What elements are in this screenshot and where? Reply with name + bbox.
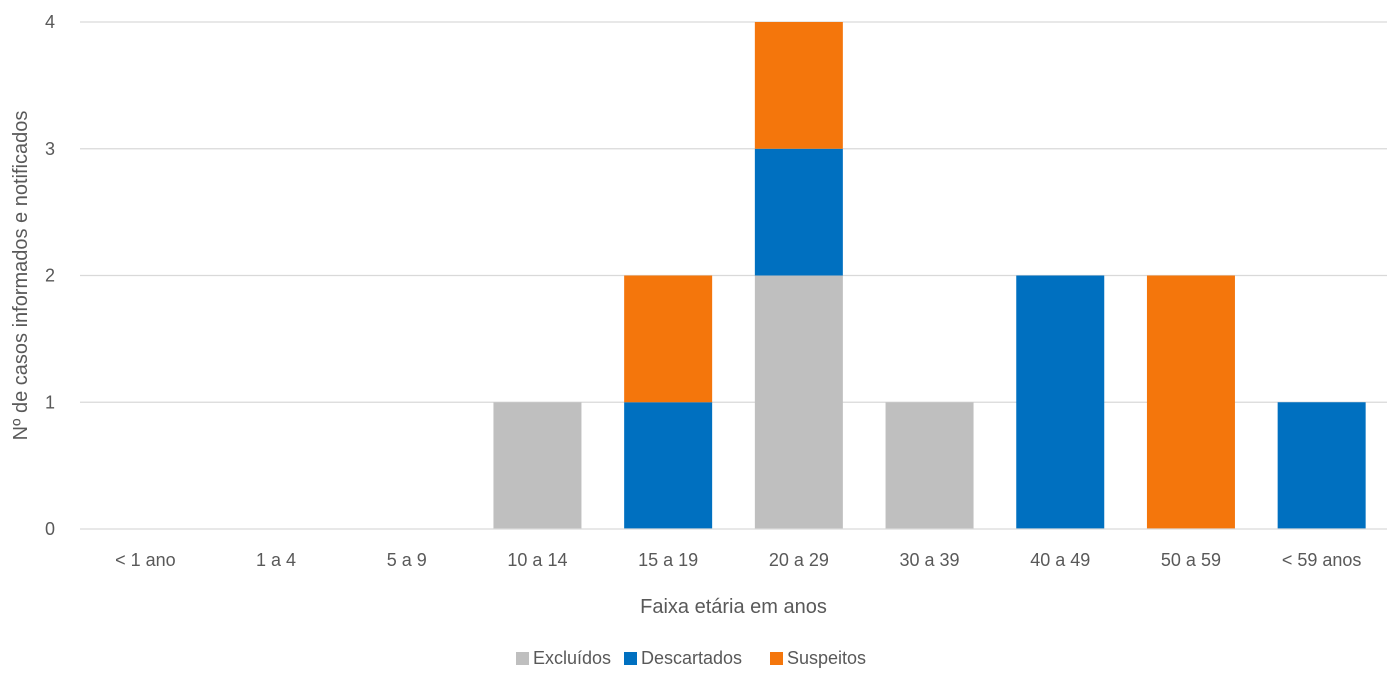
x-tick-label: 30 a 39 <box>900 550 960 570</box>
bar-segment <box>1146 275 1235 529</box>
bar-segment <box>885 402 974 529</box>
x-tick-label: 50 a 59 <box>1161 550 1221 570</box>
y-tick-label: 1 <box>45 392 55 412</box>
y-tick-label: 3 <box>45 139 55 159</box>
bar-segment <box>754 22 843 149</box>
x-tick-label: 20 a 29 <box>769 550 829 570</box>
bar-segment <box>754 148 843 276</box>
legend: Excluídos Descartados Suspeitos <box>516 648 866 668</box>
legend-label: Excluídos <box>533 648 611 668</box>
x-axis-title: Faixa etária em anos <box>640 596 827 618</box>
y-axis-title: Nº de casos informados e notificados <box>10 111 32 441</box>
y-tick-label: 0 <box>45 519 55 539</box>
legend-swatch <box>516 652 529 665</box>
y-axis-ticks: 0 1 2 3 4 <box>45 12 55 539</box>
legend-swatch <box>770 652 783 665</box>
x-tick-label: 5 a 9 <box>387 550 427 570</box>
bar-segment <box>624 275 713 403</box>
y-tick-label: 2 <box>45 266 55 286</box>
x-tick-label: 1 a 4 <box>256 550 296 570</box>
legend-label: Descartados <box>641 648 742 668</box>
x-tick-label: < 59 anos <box>1282 550 1362 570</box>
legend-swatch <box>624 652 637 665</box>
y-tick-label: 4 <box>45 12 55 32</box>
bar-segment <box>1277 402 1366 529</box>
bar-segment <box>754 275 843 529</box>
legend-label: Suspeitos <box>787 648 866 668</box>
x-axis-ticks: < 1 ano 1 a 4 5 a 9 10 a 14 15 a 19 20 a 29 30… <box>115 550 1361 570</box>
x-tick-label: 40 a 49 <box>1030 550 1090 570</box>
x-tick-label: 10 a 14 <box>507 550 567 570</box>
bar-segment <box>624 402 713 529</box>
x-tick-label: < 1 ano <box>115 550 176 570</box>
bars <box>493 22 1366 529</box>
x-tick-label: 15 a 19 <box>638 550 698 570</box>
bar-segment <box>493 402 582 529</box>
bar-segment <box>1016 275 1105 529</box>
